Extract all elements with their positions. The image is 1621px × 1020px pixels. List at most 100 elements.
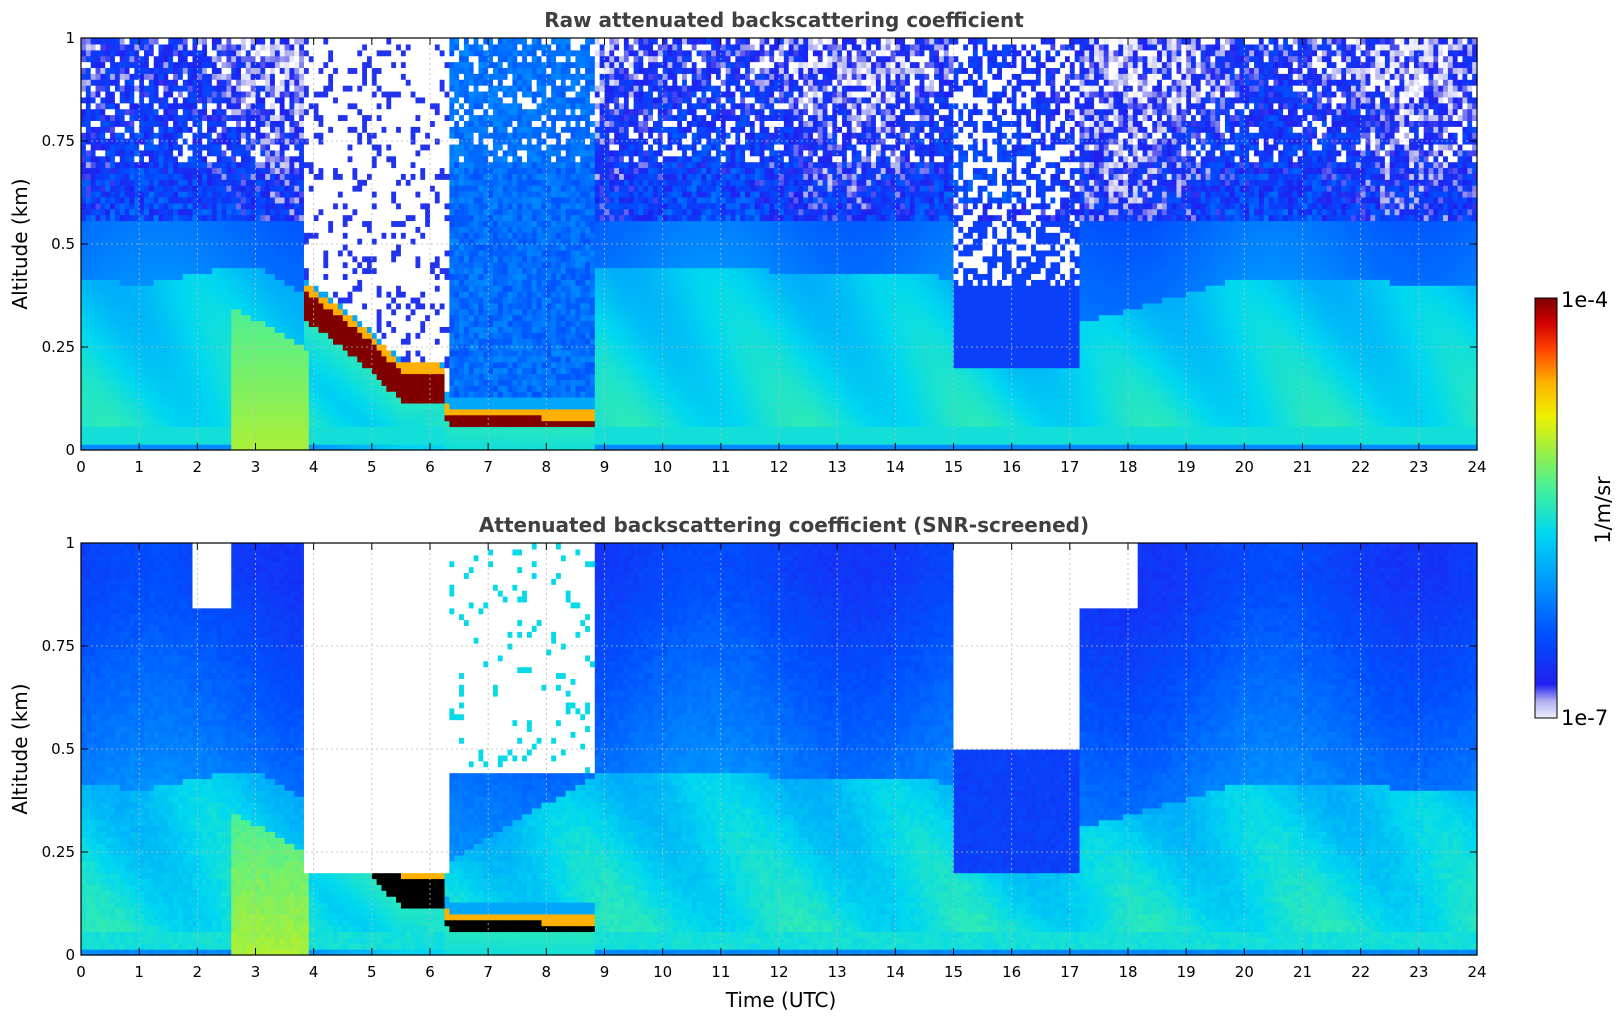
heatmap-cell [183, 79, 188, 85]
heatmap-cell [197, 185, 202, 191]
heatmap-cell [125, 297, 130, 303]
heatmap-cell [91, 250, 96, 256]
heatmap-cell [314, 391, 319, 397]
heatmap-cell [129, 144, 134, 150]
heatmap-cell [328, 67, 333, 73]
heatmap-cell [304, 326, 309, 332]
heatmap-cell [139, 332, 144, 338]
heatmap-cell [115, 391, 120, 397]
heatmap-cell [129, 250, 134, 256]
heatmap-cell [81, 215, 86, 221]
heatmap-cell [241, 220, 246, 226]
heatmap-cell [299, 391, 304, 397]
heatmap-cell [231, 262, 236, 268]
heatmap-cell [304, 303, 309, 309]
heatmap-cell [91, 256, 96, 262]
heatmap-cell [217, 279, 222, 285]
heatmap-cell [270, 226, 275, 232]
heatmap-cell [96, 191, 101, 197]
heatmap-cell [304, 203, 309, 209]
heatmap-cell [163, 338, 168, 344]
heatmap-cell [338, 197, 343, 203]
heatmap-cell [159, 215, 164, 221]
heatmap-cell [231, 303, 236, 309]
heatmap-cell [202, 220, 207, 226]
heatmap-cell [202, 356, 207, 362]
heatmap-cell [149, 409, 154, 415]
heatmap-cell [246, 156, 251, 162]
heatmap-cell [202, 373, 207, 379]
heatmap-cell [188, 373, 193, 379]
heatmap-cell [226, 373, 231, 379]
heatmap-cell [314, 220, 319, 226]
heatmap-cell [110, 438, 115, 444]
heatmap-cell [260, 144, 265, 150]
heatmap-cell [319, 144, 324, 150]
heatmap-cell [105, 144, 110, 150]
heatmap-cell [241, 185, 246, 191]
heatmap-cell [246, 126, 251, 132]
heatmap-cell [222, 297, 227, 303]
heatmap-cell [120, 62, 125, 68]
heatmap-cell [275, 391, 280, 397]
heatmap-cell [270, 85, 275, 91]
heatmap-cell [173, 262, 178, 268]
heatmap-cell [333, 303, 338, 309]
heatmap-cell [149, 220, 154, 226]
heatmap-cell [96, 244, 101, 250]
heatmap-cell [110, 356, 115, 362]
heatmap-cell [129, 421, 134, 427]
heatmap-cell [159, 232, 164, 238]
heatmap-cell [120, 403, 125, 409]
heatmap-cell [86, 350, 91, 356]
heatmap-cell [314, 126, 319, 132]
heatmap-cell [120, 426, 125, 432]
heatmap-cell [333, 85, 338, 91]
heatmap-cell [343, 215, 348, 221]
heatmap-cell [81, 244, 86, 250]
heatmap-cell [217, 203, 222, 209]
heatmap-cell [154, 220, 159, 226]
heatmap-cell [178, 97, 183, 103]
heatmap-cell [129, 362, 134, 368]
heatmap-cell [154, 162, 159, 168]
heatmap-cell [86, 256, 91, 262]
heatmap-cell [217, 167, 222, 173]
heatmap-cell [154, 132, 159, 138]
heatmap-cell [139, 232, 144, 238]
heatmap-cell [265, 250, 270, 256]
heatmap-cell [188, 273, 193, 279]
heatmap-cell [144, 297, 149, 303]
heatmap-cell [260, 256, 265, 262]
heatmap-cell [154, 67, 159, 73]
heatmap-cell [241, 297, 246, 303]
heatmap-cell [100, 373, 105, 379]
heatmap-cell [125, 315, 130, 321]
heatmap-cell [110, 338, 115, 344]
heatmap-cell [270, 132, 275, 138]
heatmap-cell [304, 244, 309, 250]
heatmap-cell [333, 185, 338, 191]
heatmap-cell [105, 73, 110, 79]
heatmap-cell [256, 179, 261, 185]
heatmap-cell [100, 62, 105, 68]
heatmap-cell [338, 62, 343, 68]
heatmap-cell [256, 432, 261, 438]
heatmap-cell [323, 179, 328, 185]
heatmap-cell [120, 97, 125, 103]
heatmap-cell [139, 226, 144, 232]
heatmap-cell [285, 67, 290, 73]
heatmap-cell [314, 97, 319, 103]
heatmap-cell [260, 303, 265, 309]
heatmap-cell [217, 273, 222, 279]
heatmap-cell [125, 144, 130, 150]
heatmap-cell [144, 321, 149, 327]
heatmap-cell [154, 438, 159, 444]
heatmap-cell [110, 309, 115, 315]
heatmap-cell [115, 220, 120, 226]
heatmap-cell [188, 279, 193, 285]
heatmap-cell [197, 126, 202, 132]
heatmap-cell [338, 268, 343, 274]
heatmap-cell [91, 362, 96, 368]
heatmap-cell [154, 62, 159, 68]
